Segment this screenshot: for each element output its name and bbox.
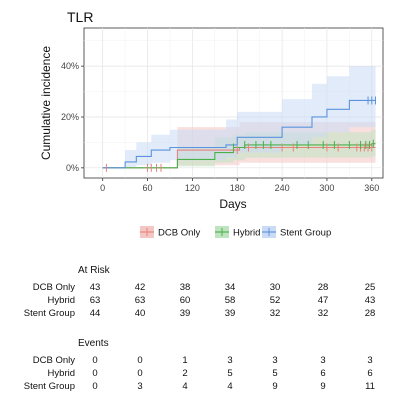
- at_risk-row-label: Stent Group: [24, 308, 75, 319]
- events-cell: 2: [182, 368, 187, 379]
- legend-label-0: DCB Only: [158, 228, 200, 239]
- at_risk-cell: 47: [318, 295, 329, 306]
- events-cell: 3: [320, 355, 325, 366]
- events-cell: 3: [227, 355, 232, 366]
- at_risk-cell: 32: [270, 308, 281, 319]
- events-row-label: DCB Only: [33, 355, 75, 366]
- events-row-label: Stent Group: [24, 381, 75, 392]
- events-cell: 4: [182, 381, 187, 392]
- at_risk-cell: 58: [225, 295, 236, 306]
- at_risk-cell: 42: [135, 282, 146, 293]
- at_risk-cell: 63: [135, 295, 146, 306]
- events-cell: 11: [365, 381, 375, 392]
- events-cell: 4: [227, 381, 232, 392]
- at_risk-cell: 28: [318, 282, 329, 293]
- events-cell: 6: [367, 368, 372, 379]
- events-cell: 0: [92, 381, 97, 392]
- events-cell: 9: [320, 381, 325, 392]
- events-table-title: Events: [78, 338, 109, 349]
- at_risk-cell: 32: [318, 308, 329, 319]
- at_risk-cell: 25: [365, 282, 376, 293]
- x-tick-label: 0: [100, 183, 105, 193]
- at_risk-row-label: DCB Only: [33, 282, 75, 293]
- x-tick-label: 240: [275, 183, 290, 193]
- y-axis-label: Cumulative incidence: [39, 46, 53, 160]
- y-axis-ticks: 0% 20% 40%: [61, 61, 84, 173]
- events-cell: 5: [227, 368, 232, 379]
- events-cell: 0: [92, 355, 97, 366]
- at_risk-cell: 39: [180, 308, 191, 319]
- events-cell: 3: [272, 355, 277, 366]
- series-line-2: [102, 99, 376, 169]
- x-tick-label: 360: [364, 183, 379, 193]
- at_risk-cell: 38: [180, 282, 191, 293]
- x-tick-label: 60: [143, 183, 153, 193]
- at_risk-table-title: At Risk: [78, 265, 111, 276]
- at_risk-cell: 52: [270, 295, 281, 306]
- y-tick-label: 0%: [66, 163, 79, 173]
- at_risk-cell: 63: [90, 295, 101, 306]
- events-cell: 0: [137, 355, 142, 366]
- at_risk-cell: 43: [365, 295, 376, 306]
- events-cell: 6: [320, 368, 325, 379]
- legend-label-2: Stent Group: [280, 228, 331, 239]
- events-cell: 9: [272, 381, 277, 392]
- x-tick-label: 180: [230, 183, 245, 193]
- censor-marks: [105, 96, 377, 172]
- y-tick-label: 20%: [61, 112, 79, 122]
- events-cell: 0: [92, 368, 97, 379]
- at_risk-cell: 39: [225, 308, 236, 319]
- at_risk-cell: 30: [270, 282, 281, 293]
- x-axis-ticks: 0 60 120 180 240 300 360: [100, 178, 379, 193]
- confidence-band-2: [102, 66, 376, 168]
- events-cell: 1: [182, 355, 187, 366]
- events-cell: 5: [272, 368, 277, 379]
- at_risk-cell: 43: [90, 282, 101, 293]
- legend: DCB Only Hybrid Stent Group: [140, 226, 331, 239]
- at_risk-row-label: Hybrid: [48, 295, 75, 306]
- at_risk-cell: 28: [365, 308, 376, 319]
- y-tick-label: 40%: [61, 61, 79, 71]
- legend-label-1: Hybrid: [233, 228, 260, 239]
- chart-title: TLR: [67, 9, 93, 25]
- events-cell: 3: [367, 355, 372, 366]
- at_risk-cell: 34: [225, 282, 236, 293]
- events-row-label: Hybrid: [48, 368, 75, 379]
- x-tick-label: 300: [319, 183, 334, 193]
- events-cell: 3: [137, 381, 142, 392]
- at_risk-cell: 60: [180, 295, 191, 306]
- events-cell: 0: [137, 368, 142, 379]
- x-tick-label: 120: [185, 183, 200, 193]
- at_risk-cell: 40: [135, 308, 146, 319]
- x-axis-label: Days: [219, 197, 246, 211]
- at_risk-cell: 44: [90, 308, 101, 319]
